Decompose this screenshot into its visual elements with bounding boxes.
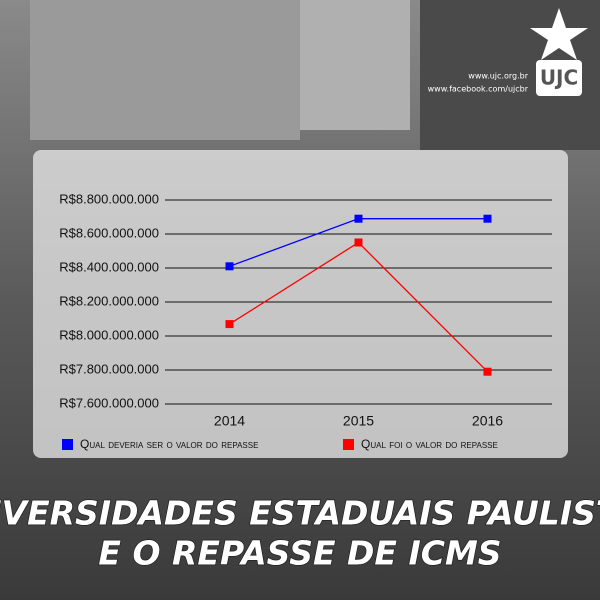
point-marker — [225, 262, 234, 271]
chart-title: E O REPASSE DE ICMS — [98, 534, 501, 573]
legend-label: Qual deveria ser o valor do repasse — [80, 437, 258, 451]
logo-box — [536, 60, 582, 96]
y-tick-label: R$7.600.000.000 — [59, 395, 159, 410]
chart-panel — [33, 150, 568, 458]
y-tick-label: R$8.200.000.000 — [59, 293, 159, 308]
point-marker — [354, 214, 363, 223]
x-tick-label: 2015 — [343, 413, 374, 429]
y-tick-label: R$8.000.000.000 — [59, 327, 159, 342]
x-tick-label: 2014 — [214, 413, 245, 429]
building — [30, 0, 300, 140]
point-marker — [225, 320, 234, 329]
point-marker — [483, 367, 492, 376]
legend-label: Qual foi o valor do repasse — [361, 437, 498, 451]
chart-title: UNIVERSIDADES ESTADUAIS PAULISTAS — [0, 494, 600, 533]
logo-text: UJC — [540, 66, 578, 90]
building — [300, 0, 410, 130]
header-link: www.facebook.com/ujcbr — [428, 85, 529, 94]
legend-swatch — [343, 439, 354, 450]
legend-swatch — [62, 439, 73, 450]
logo: UJC — [530, 8, 588, 96]
y-tick-label: R$8.400.000.000 — [59, 259, 159, 274]
point-marker — [483, 214, 492, 223]
header-link: www.ujc.org.br — [468, 72, 528, 81]
y-tick-label: R$8.600.000.000 — [59, 225, 159, 240]
point-marker — [354, 238, 363, 247]
logo-star — [530, 8, 588, 60]
x-tick-label: 2016 — [472, 413, 503, 429]
y-tick-label: R$8.800.000.000 — [59, 191, 159, 206]
y-tick-label: R$7.800.000.000 — [59, 361, 159, 376]
